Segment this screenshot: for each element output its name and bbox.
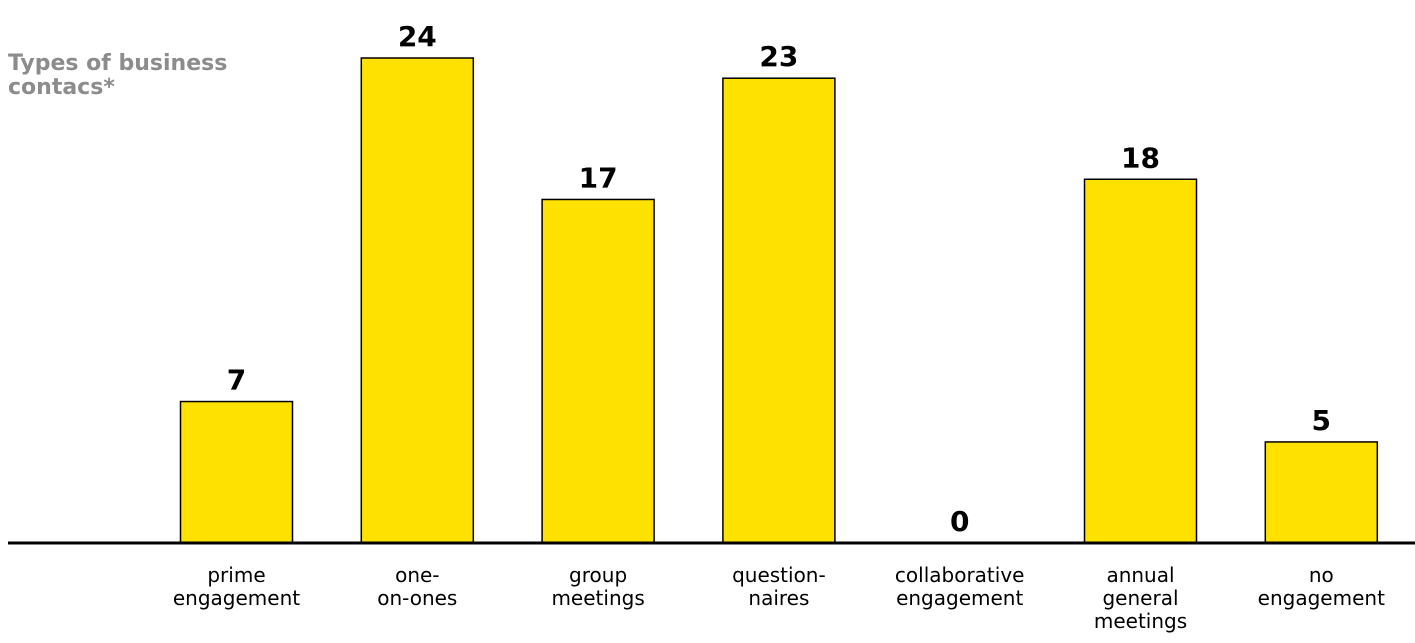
value-label-2: 17 (579, 161, 618, 194)
category-label-3-line-0: question- (732, 563, 826, 587)
category-label-1-line-1: on-ones (377, 586, 457, 610)
category-label-5-line-0: annual (1106, 563, 1174, 587)
bar-0 (179, 400, 294, 544)
category-label-4-line-0: collaborative (895, 563, 1025, 587)
category-label-5-line-2: meetings (1094, 609, 1187, 633)
category-label-5-line-1: general (1102, 586, 1178, 610)
category-label-0-line-0: prime (207, 563, 265, 587)
chart-title: Types of business contacs* (8, 51, 228, 100)
bar-3 (722, 77, 836, 544)
bar-5 (1083, 178, 1198, 544)
value-label-1: 24 (398, 20, 437, 53)
category-label-2-line-0: group (569, 563, 627, 587)
category-label-6-line-0: no (1309, 563, 1334, 587)
bar-2 (541, 198, 655, 544)
value-label-0: 7 (227, 364, 246, 397)
value-label-6: 5 (1312, 404, 1331, 437)
value-label-3: 23 (759, 40, 798, 73)
category-label-4-line-1: engagement (896, 586, 1023, 610)
category-label-0-line-1: engagement (173, 586, 300, 610)
bar-6 (1264, 441, 1379, 544)
bar-1 (360, 57, 475, 544)
category-label-6-line-1: engagement (1258, 586, 1385, 610)
category-label-2-line-1: meetings (551, 586, 644, 610)
category-label-1-line-0: one- (395, 563, 439, 587)
category-label-3-line-1: naires (748, 586, 809, 610)
value-label-5: 18 (1121, 141, 1160, 174)
value-label-4: 0 (950, 505, 969, 538)
